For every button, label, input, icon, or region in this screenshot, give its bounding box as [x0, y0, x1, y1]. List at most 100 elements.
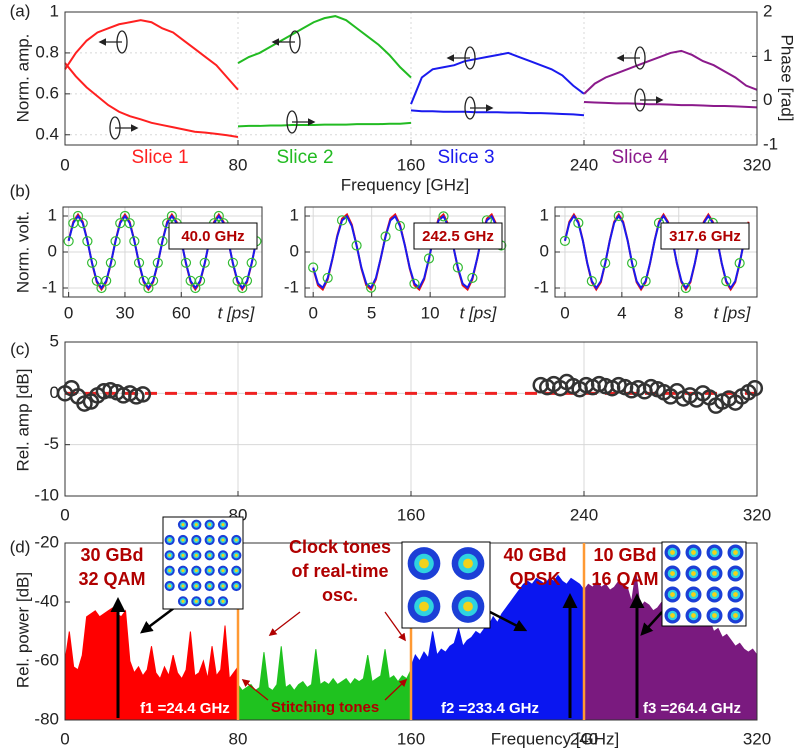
y-tick-label: 0.4 — [35, 124, 59, 143]
annotation: f2 =233.4 GHz — [441, 700, 539, 717]
x-axis-label: t [ps] — [460, 303, 498, 322]
x-tick-label: 320 — [743, 505, 771, 524]
constellation-point — [235, 538, 238, 541]
annotation: 30 GBd — [80, 545, 143, 565]
annotation: Slice 2 — [276, 147, 333, 168]
y-tick-label: -20 — [34, 532, 59, 551]
y-tick-label: -1 — [42, 277, 57, 296]
constellation-point — [181, 600, 184, 603]
constellation-point — [733, 571, 738, 576]
constellation-inset — [163, 517, 243, 609]
constellation-point — [419, 559, 429, 569]
y-axis-label: Norm. volt. — [13, 211, 32, 293]
constellation-point — [208, 584, 211, 587]
constellation-point — [712, 592, 717, 597]
annotation: osc. — [322, 585, 358, 605]
constellation-point — [712, 571, 717, 576]
y-axis-label: Rel. amp [dB] — [13, 369, 32, 472]
annotation: of real-time — [291, 561, 388, 581]
panel-label: (b) — [10, 181, 31, 200]
x-tick-label: 60 — [172, 303, 191, 322]
y-tick-label: -5 — [44, 434, 59, 453]
y-tick-label: -1 — [284, 277, 299, 296]
x-axis-label: Frequency [GHz] — [491, 729, 620, 748]
constellation-point — [208, 600, 211, 603]
y2-tick-label: 1 — [763, 46, 772, 65]
constellation-point — [463, 602, 473, 612]
y-tick-label: -60 — [34, 650, 59, 669]
constellation-point — [181, 538, 184, 541]
annotation: f1 =24.4 GHz — [140, 700, 230, 717]
annotation: 16 QAM — [591, 569, 658, 589]
constellation-point — [208, 538, 211, 541]
annotation: 40.0 GHz — [181, 228, 244, 245]
constellation-point — [181, 554, 184, 557]
constellation-point — [235, 569, 238, 572]
annotation: 10 GBd — [593, 545, 656, 565]
constellation-point — [195, 600, 198, 603]
constellation-point — [670, 613, 675, 618]
constellation-point — [691, 550, 696, 555]
constellation-point — [733, 613, 738, 618]
y-axis-label: Norm. amp. — [13, 34, 32, 123]
y2-tick-label: 0 — [763, 90, 772, 109]
constellation-point — [221, 584, 224, 587]
constellation-point — [221, 523, 224, 526]
constellation-point — [670, 592, 675, 597]
constellation-point — [691, 613, 696, 618]
y-tick-label: 1 — [50, 1, 59, 20]
x-tick-label: 30 — [115, 303, 134, 322]
x-tick-label: 0 — [308, 303, 317, 322]
constellation-point — [221, 569, 224, 572]
constellation-point — [168, 584, 171, 587]
x-tick-label: 320 — [743, 155, 771, 174]
y-tick-label: 1 — [290, 205, 299, 224]
x-tick-label: 0 — [60, 729, 69, 748]
x-tick-label: 8 — [674, 303, 683, 322]
constellation-point — [691, 592, 696, 597]
y-axis-label: Rel. power [dB] — [13, 572, 32, 688]
constellation-point — [168, 538, 171, 541]
x-axis-label: Frequency [GHz] — [341, 175, 470, 194]
y-tick-label: -40 — [34, 591, 59, 610]
constellation-point — [195, 569, 198, 572]
y-tick-label: -1 — [534, 277, 549, 296]
x-tick-label: 240 — [570, 505, 598, 524]
constellation-point — [208, 569, 211, 572]
y-tick-label: 0 — [48, 241, 57, 260]
annotation: f3 =264.4 GHz — [643, 700, 741, 717]
y2-tick-label: -1 — [763, 134, 778, 153]
x-tick-label: 320 — [743, 729, 771, 748]
x-tick-label: 160 — [397, 729, 425, 748]
constellation-point — [235, 554, 238, 557]
constellation-point — [712, 613, 717, 618]
annotation: Slice 3 — [437, 147, 494, 168]
constellation-point — [221, 600, 224, 603]
x-tick-label: 0 — [560, 303, 569, 322]
constellation-point — [235, 584, 238, 587]
x-tick-label: 160 — [397, 505, 425, 524]
constellation-point — [195, 554, 198, 557]
y-tick-label: 0 — [540, 241, 549, 260]
constellation-point — [733, 592, 738, 597]
constellation-point — [221, 538, 224, 541]
y-tick-label: -80 — [34, 709, 59, 728]
constellation-point — [463, 559, 473, 569]
x-tick-label: 0 — [60, 155, 69, 174]
annotation: 32 QAM — [78, 569, 145, 589]
figure: 0.40.60.81-1012080160240320(a)Norm. amp.… — [0, 0, 801, 753]
constellation-point — [419, 602, 429, 612]
constellation-point — [208, 523, 211, 526]
y-tick-label: 1 — [540, 205, 549, 224]
y-tick-label: 0.8 — [35, 42, 59, 61]
constellation-point — [195, 523, 198, 526]
constellation-point — [670, 550, 675, 555]
constellation-point — [208, 554, 211, 557]
x-tick-label: 0 — [60, 505, 69, 524]
panel-label: (d) — [10, 537, 31, 556]
constellation-point — [181, 523, 184, 526]
constellation-point — [181, 569, 184, 572]
constellation-point — [691, 571, 696, 576]
annotation: Clock tones — [289, 537, 391, 557]
y-tick-label: 1 — [48, 205, 57, 224]
